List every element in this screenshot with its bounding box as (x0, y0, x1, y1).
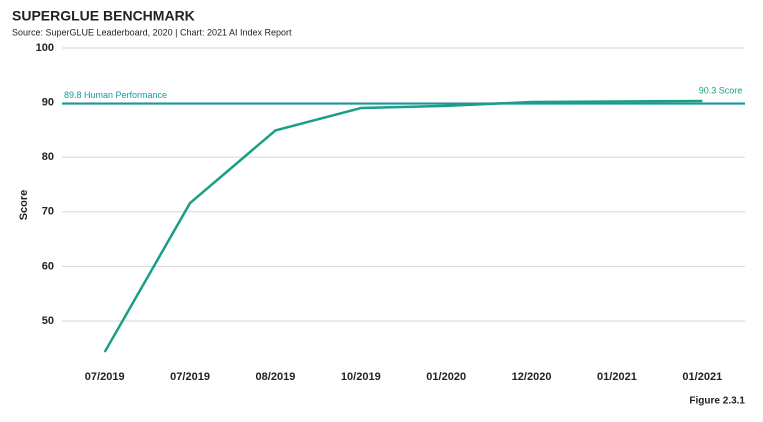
y-tick-label: 90 (42, 96, 54, 108)
y-tick-label: 70 (42, 206, 54, 218)
y-tick-label: 60 (42, 260, 54, 272)
reference-label: 89.8 Human Performance (64, 90, 167, 100)
line-series (103, 99, 703, 353)
chart-subtitle: Source: SuperGLUE Leaderboard, 2020 | Ch… (12, 27, 292, 37)
figure-label: Figure 2.3.1 (689, 396, 745, 407)
y-tick-label: 100 (36, 42, 54, 54)
x-tick-label: 12/2020 (512, 371, 552, 383)
end-label: 90.3 Score (699, 85, 743, 95)
y-tick-label: 80 (42, 151, 54, 163)
x-tick-label: 01/2021 (682, 371, 722, 383)
y-tick-label: 50 (42, 315, 54, 327)
x-tick-label: 01/2020 (426, 371, 466, 383)
x-tick-label: 01/2021 (597, 371, 637, 383)
y-axis-label: Score (18, 190, 30, 221)
chart-title: SUPERGLUE BENCHMARK (12, 8, 195, 24)
x-tick-label: 07/2019 (85, 371, 125, 383)
x-tick-label: 07/2019 (170, 371, 210, 383)
x-tick-label: 10/2019 (341, 371, 381, 383)
x-tick-label: 08/2019 (256, 371, 296, 383)
